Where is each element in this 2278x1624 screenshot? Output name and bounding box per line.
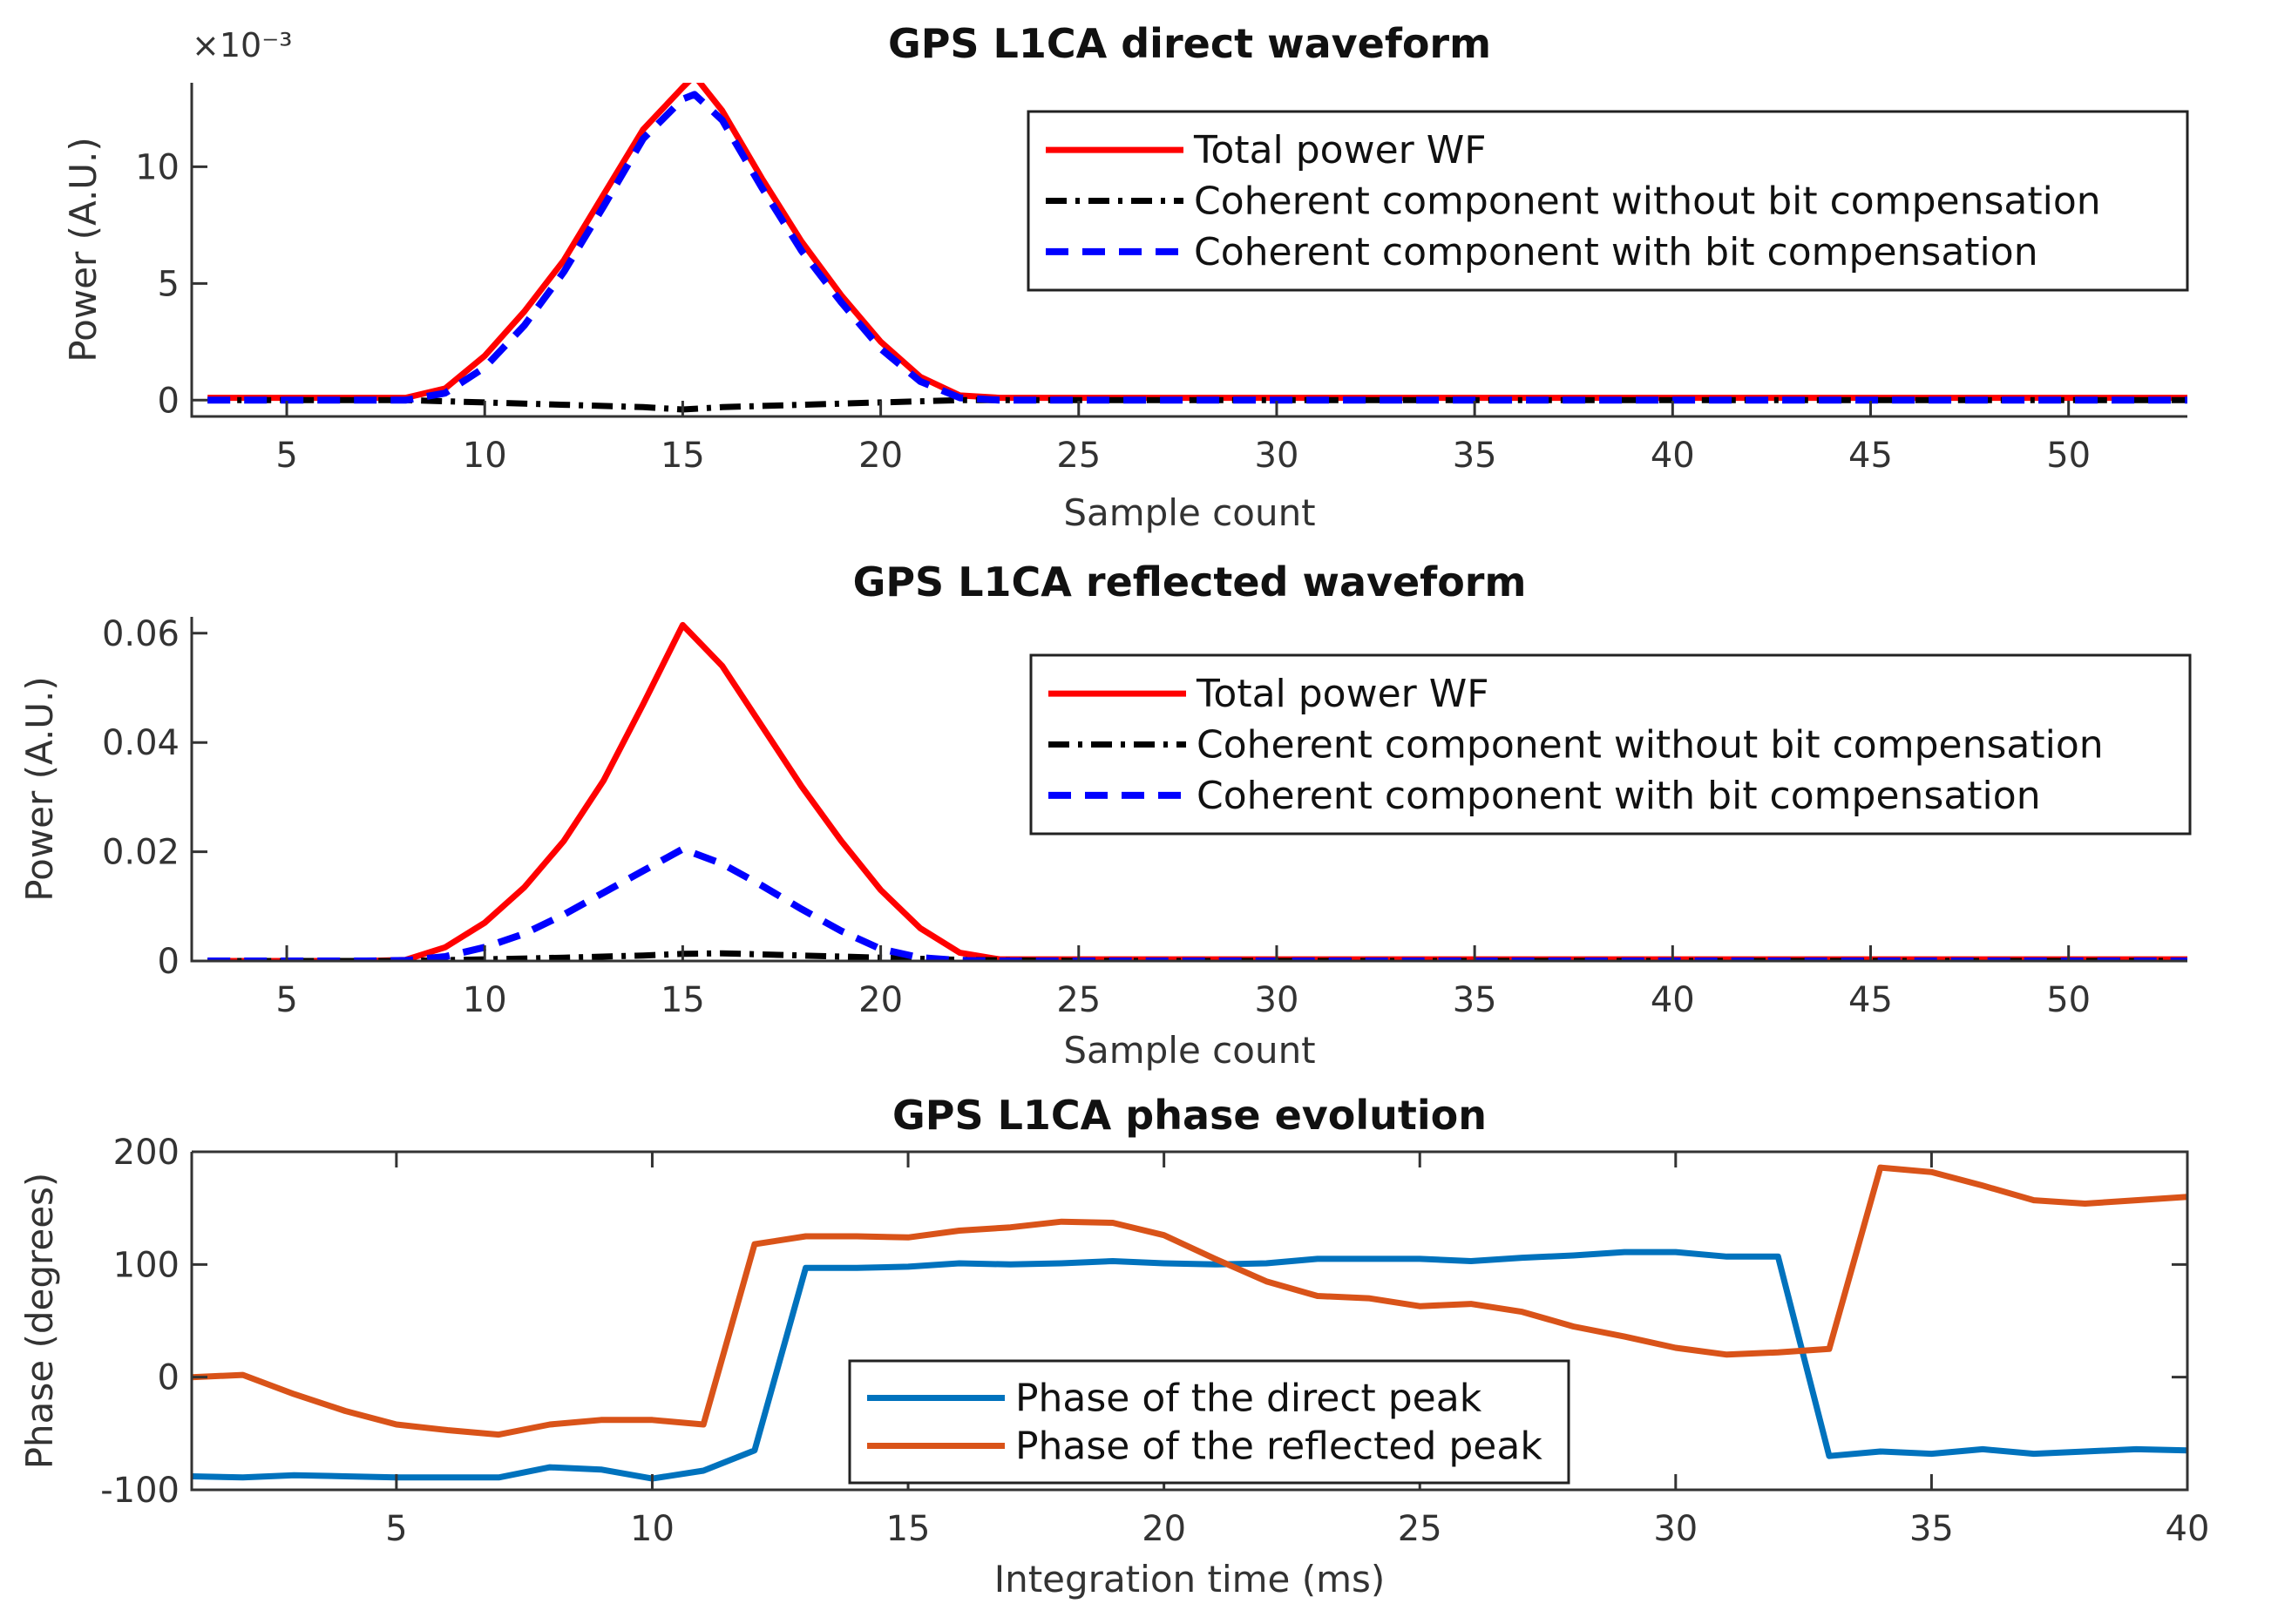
legend-entry: Coherent component with bit compensation (1194, 230, 2038, 274)
legend-entry: Coherent component without bit compensat… (1194, 179, 2101, 224)
chart-title: GPS L1CA phase evolution (892, 1092, 1487, 1139)
legend: Total power WF Coherent component without… (1027, 110, 2189, 292)
x-tick-label: 50 (2046, 980, 2091, 1020)
x-tick-label: 5 (275, 980, 297, 1020)
x-tick-label: 40 (2166, 1509, 2210, 1549)
legend-entry: Total power WF (1193, 128, 1487, 173)
series-line-3 (207, 91, 2187, 404)
legend-box (848, 1359, 1570, 1485)
legend-entry: Phase of the direct peak (1015, 1377, 1482, 1421)
x-tick-label: 35 (1453, 436, 1497, 476)
axes-frame (190, 83, 2187, 418)
x-tick-label: 25 (1398, 1509, 1442, 1549)
x-tick-label: 40 (1651, 436, 1695, 476)
chart-title: GPS L1CA direct waveform (888, 20, 1491, 67)
x-tick-label: 15 (661, 980, 705, 1020)
y-tick-label: 100 (113, 1245, 180, 1285)
x-tick-label: 25 (1056, 436, 1101, 476)
x-tick-label: 10 (463, 980, 507, 1020)
y-tick-label: 200 (113, 1133, 180, 1173)
x-tick-label: 35 (1909, 1509, 1954, 1549)
x-tick-label: 50 (2046, 436, 2091, 476)
x-tick-label: 45 (1848, 436, 1893, 476)
x-axis-label: Integration time (ms) (994, 1558, 1386, 1600)
y-tick-label: 10 (135, 147, 180, 187)
x-tick-label: 30 (1255, 436, 1299, 476)
legend-entry: Total power WF (1196, 672, 1489, 716)
y-axis-label: Power (A.U.) (18, 676, 61, 902)
legend-entry: Phase of the reflected peak (1015, 1424, 1542, 1469)
y-tick-label: -100 (100, 1471, 180, 1511)
x-tick-label: 25 (1056, 980, 1101, 1020)
x-tick-label: 10 (630, 1509, 675, 1549)
y-exponent-label: ×10⁻³ (192, 26, 292, 64)
x-tick-label: 20 (858, 980, 903, 1020)
y-tick-label: 0 (158, 1358, 180, 1398)
x-tick-label: 5 (385, 1509, 407, 1549)
series-line-2 (192, 1164, 2187, 1438)
series-line-1 (192, 1248, 2187, 1482)
y-axis-label: Phase (degrees) (18, 1173, 61, 1470)
x-tick-label: 20 (858, 436, 903, 476)
x-tick-label: 10 (463, 436, 507, 476)
legend-box (1029, 653, 2192, 836)
x-tick-label: 35 (1453, 980, 1497, 1020)
legend: Total power WF Coherent component without… (1029, 653, 2192, 836)
x-tick-label: 30 (1653, 1509, 1698, 1549)
legend-entry: Coherent component with bit compensation (1197, 774, 2041, 818)
x-axis-label: Sample count (1063, 1029, 1315, 1072)
legend-box (1027, 110, 2189, 292)
x-tick-label: 20 (1142, 1509, 1186, 1549)
chart-3: GPS L1CA phase evolution 5 10 15 20 25 30 35 40 -… (18, 1092, 2209, 1600)
y-tick-label: 0.02 (102, 833, 180, 873)
y-tick-label: 0 (158, 381, 180, 421)
x-tick-label: 5 (275, 436, 297, 476)
x-tick-label: 15 (661, 436, 705, 476)
y-tick-label: 0.04 (102, 723, 180, 763)
y-tick-label: 0 (158, 942, 180, 982)
legend-entry: Coherent component without bit compensat… (1197, 723, 2104, 768)
x-tick-label: 40 (1651, 980, 1695, 1020)
chart-2: GPS L1CA reflected waveform 5 10 15 20 25 30 35… (18, 558, 2192, 1072)
y-axis-label: Power (A.U.) (62, 137, 105, 362)
x-tick-label: 45 (1848, 980, 1893, 1020)
chart-1: GPS L1CA direct waveform 5 10 15 20 25 30 35 40 4… (62, 20, 2189, 534)
y-tick-label: 0.06 (102, 614, 180, 654)
x-axis-label: Sample count (1063, 491, 1315, 534)
x-tick-label: 15 (886, 1509, 931, 1549)
chart-title: GPS L1CA reflected waveform (853, 558, 1527, 606)
x-tick-label: 30 (1255, 980, 1299, 1020)
y-tick-label: 5 (158, 264, 180, 304)
